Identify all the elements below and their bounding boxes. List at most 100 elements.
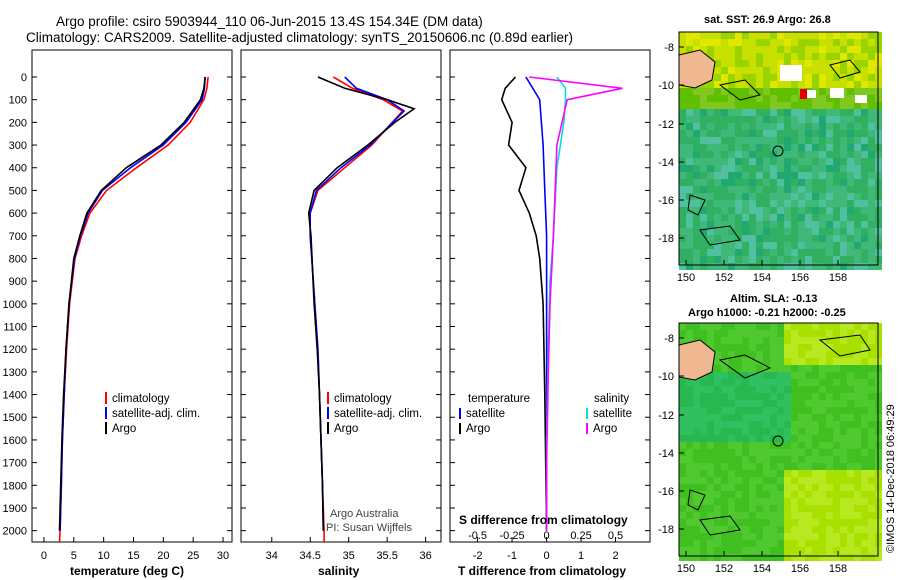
- map-cell: [742, 249, 749, 256]
- map-cell: [749, 330, 756, 337]
- map-cell: [721, 365, 728, 372]
- map-cell: [812, 470, 819, 477]
- map-cell: [777, 519, 784, 526]
- map-cell: [700, 46, 707, 53]
- map-cell: [714, 449, 721, 456]
- map-cell: [728, 74, 735, 81]
- map-cell: [784, 533, 791, 540]
- map-cell: [847, 67, 854, 74]
- map-cell: [686, 554, 693, 561]
- map-cell: [805, 393, 812, 400]
- map-cell: [679, 228, 686, 235]
- map-cell: [819, 81, 826, 88]
- map-cell: [812, 242, 819, 249]
- map-cell: [777, 249, 784, 256]
- x-tick-label: 36: [419, 550, 431, 562]
- map-cell: [833, 137, 840, 144]
- map-cell: [686, 123, 693, 130]
- map-cell: [707, 498, 714, 505]
- map-cell: [714, 46, 721, 53]
- map-cell: [847, 477, 854, 484]
- map-cell: [714, 323, 721, 330]
- map-cell: [721, 179, 728, 186]
- x-tick-label: 0: [41, 550, 47, 562]
- map-cell: [770, 323, 777, 330]
- map-cell: [770, 95, 777, 102]
- map-cell: [756, 379, 763, 386]
- map-cell: [868, 379, 875, 386]
- map-cell: [693, 242, 700, 249]
- series-line: [59, 76, 206, 531]
- map-cell: [826, 337, 833, 344]
- map-cell: [847, 351, 854, 358]
- map-cell: [826, 505, 833, 512]
- map-cell: [714, 414, 721, 421]
- map-cell: [833, 470, 840, 477]
- map-cell: [847, 470, 854, 477]
- map-cell: [868, 428, 875, 435]
- map-cell: [847, 74, 854, 81]
- map-cell: [707, 109, 714, 116]
- map-cell: [700, 39, 707, 46]
- map-cell: [798, 151, 805, 158]
- map-cell: [791, 540, 798, 547]
- map-cell: [868, 130, 875, 137]
- map-cell: [742, 186, 749, 193]
- map-cell: [770, 351, 777, 358]
- map-cell: [770, 470, 777, 477]
- map-cell: [693, 116, 700, 123]
- map-cell: [742, 235, 749, 242]
- depth-tick-label: 1800: [3, 480, 27, 492]
- map-cell: [707, 263, 714, 270]
- map-cell: [840, 554, 847, 561]
- map-cell: [707, 519, 714, 526]
- map-cell: [777, 200, 784, 207]
- map-cell: [770, 221, 777, 228]
- map-cell: [798, 53, 805, 60]
- map-cell: [728, 165, 735, 172]
- map-cell: [700, 505, 707, 512]
- map-cell: [679, 186, 686, 193]
- map-cell: [861, 186, 868, 193]
- map-cell: [742, 526, 749, 533]
- map-cell: [749, 123, 756, 130]
- map-cell: [728, 533, 735, 540]
- map-cell: [833, 372, 840, 379]
- map-cell: [847, 484, 854, 491]
- map-cell: [679, 102, 686, 109]
- map-cell: [763, 512, 770, 519]
- map-cell: [847, 400, 854, 407]
- map-cell: [742, 242, 749, 249]
- map-cell: [840, 421, 847, 428]
- map-cell: [826, 158, 833, 165]
- map-cell: [728, 116, 735, 123]
- map-cell: [721, 491, 728, 498]
- map-cell: [805, 372, 812, 379]
- x-tick-label: 25: [187, 550, 199, 562]
- map-cell: [756, 256, 763, 263]
- map-cell: [721, 151, 728, 158]
- map-cell: [840, 200, 847, 207]
- map-cell: [861, 60, 868, 67]
- map-cell: [805, 323, 812, 330]
- map-cell: [693, 263, 700, 270]
- map-cell: [749, 351, 756, 358]
- map-cell: [833, 46, 840, 53]
- map-cell: [714, 337, 721, 344]
- map-cell: [742, 407, 749, 414]
- map-cell: [840, 456, 847, 463]
- map-cell: [707, 179, 714, 186]
- map-cell: [707, 235, 714, 242]
- series-line: [500, 76, 548, 531]
- map-cell: [742, 372, 749, 379]
- map-cell: [812, 165, 819, 172]
- map-cell: [693, 235, 700, 242]
- map-cell: [735, 512, 742, 519]
- map-cell: [749, 519, 756, 526]
- map-cell: [714, 130, 721, 137]
- map-cell: [847, 256, 854, 263]
- map-cell: [854, 463, 861, 470]
- island-outline: [718, 354, 772, 379]
- map-cell: [805, 95, 812, 102]
- map-cell: [735, 137, 742, 144]
